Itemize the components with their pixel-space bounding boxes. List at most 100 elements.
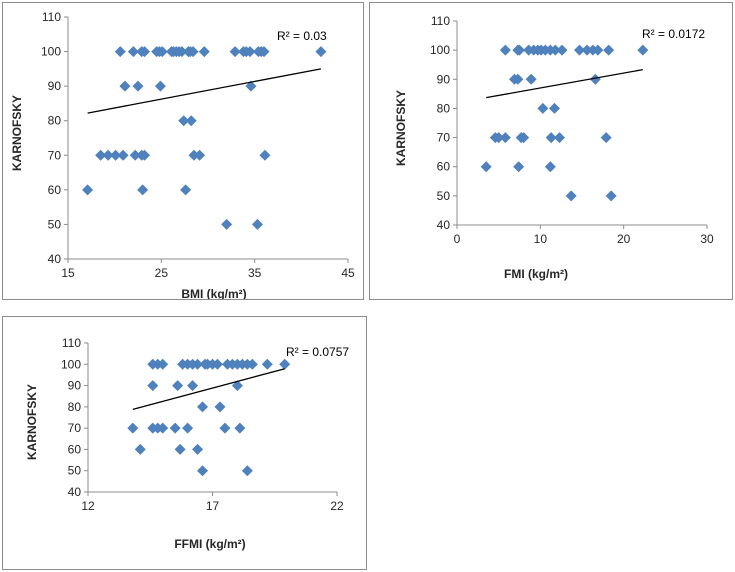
- y-tick-label: 60: [48, 183, 62, 197]
- y-tick-label: 100: [41, 45, 61, 59]
- data-point: [554, 132, 565, 144]
- data-point: [525, 73, 537, 85]
- data-point: [549, 102, 560, 114]
- data-point: [259, 149, 271, 161]
- y-tick-label: 110: [42, 10, 61, 24]
- data-point: [187, 46, 199, 58]
- x-tick-label: 20: [617, 232, 631, 246]
- data-point: [187, 380, 199, 392]
- data-point: [600, 132, 612, 144]
- y-axis-title: KARNOFSKY: [10, 95, 24, 171]
- x-tick-label: 15: [61, 266, 75, 280]
- data-point: [592, 44, 604, 56]
- r-squared-label: R² = 0.0172: [642, 27, 705, 41]
- data-point: [315, 46, 327, 58]
- chart-bmi-svg: KARNOFSKY BMI (kg/m²) R² = 0.03 40 50 60 70…: [10, 10, 355, 299]
- data-point: [156, 46, 168, 58]
- data-point: [198, 46, 210, 58]
- data-point: [603, 44, 615, 56]
- trendline: [87, 68, 322, 114]
- y-tick-label: 50: [437, 189, 451, 203]
- data-point: [185, 115, 197, 127]
- data-point: [117, 149, 129, 161]
- data-point: [544, 161, 556, 173]
- data-point: [129, 149, 141, 161]
- x-axis-title: FMI (kg/m²): [504, 267, 568, 281]
- data-point: [513, 161, 525, 173]
- data-point: [574, 44, 585, 56]
- data-point: [246, 358, 258, 370]
- x-tick-label: 30: [700, 232, 714, 246]
- data-point: [214, 401, 226, 413]
- data-point: [499, 44, 511, 56]
- data-point: [244, 46, 256, 58]
- y-tick-label: 40: [48, 252, 62, 266]
- data-point: [514, 44, 525, 56]
- y-tick-label: 80: [48, 114, 62, 128]
- x-tick-label: 17: [206, 499, 220, 513]
- y-tick-label: 80: [437, 101, 451, 115]
- x-tick-label: 25: [155, 266, 169, 280]
- data-point: [251, 218, 263, 230]
- y-tick-label: 80: [68, 400, 82, 414]
- y-tick-label: 90: [68, 379, 82, 393]
- data-point: [147, 380, 159, 392]
- data-point: [221, 218, 233, 230]
- data-point: [512, 73, 524, 85]
- data-point: [279, 358, 291, 370]
- data-point: [197, 465, 209, 477]
- data-point: [139, 46, 151, 58]
- x-tick-label: 12: [81, 499, 95, 513]
- y-tick-label: 110: [62, 336, 81, 350]
- data-point: [192, 358, 204, 370]
- data-point: [176, 46, 188, 58]
- chart-panel-ffmi: KARNOFSKY FFMI (kg/m²) R² = 0.0757 40 50 6…: [2, 316, 367, 570]
- data-point: [102, 149, 114, 161]
- data-point: [241, 465, 253, 477]
- data-point: [169, 422, 181, 434]
- y-tick-label: 70: [48, 148, 62, 162]
- y-tick-label: 110: [431, 14, 450, 28]
- y-tick-label: 100: [430, 43, 450, 57]
- chart-fmi-svg: KARNOFSKY FMI (kg/m²) R² = 0.0172 40 50 60…: [394, 14, 714, 281]
- data-point: [637, 44, 649, 56]
- data-point: [137, 184, 149, 196]
- y-tick-label: 60: [68, 442, 82, 456]
- y-tick-label: 70: [68, 421, 82, 435]
- data-point: [132, 80, 144, 92]
- data-point: [110, 149, 122, 161]
- data-point: [545, 132, 557, 144]
- data-point: [493, 132, 505, 144]
- data-point: [211, 358, 223, 370]
- data-point: [556, 44, 568, 56]
- data-point: [134, 443, 146, 455]
- y-tick-label: 40: [68, 485, 82, 499]
- x-axis-title: FFMI (kg/m²): [174, 537, 245, 551]
- data-point: [194, 149, 206, 161]
- data-point: [178, 115, 190, 127]
- data-point: [188, 149, 200, 161]
- r-squared-label: R² = 0.0757: [286, 345, 349, 359]
- trendline: [486, 69, 643, 99]
- y-tick-label: 100: [61, 357, 81, 371]
- data-point: [157, 422, 169, 434]
- data-point: [180, 184, 192, 196]
- data-point: [549, 44, 561, 56]
- data-point: [95, 149, 107, 161]
- y-tick-label: 40: [437, 218, 451, 232]
- data-point: [172, 380, 184, 392]
- data-point: [234, 422, 246, 434]
- data-point: [537, 102, 549, 114]
- data-point: [114, 46, 126, 58]
- y-tick-label: 50: [68, 464, 82, 478]
- y-tick-label: 60: [437, 160, 451, 174]
- chart-ffmi-svg: KARNOFSKY FFMI (kg/m²) R² = 0.0757 40 50 6…: [25, 336, 349, 551]
- y-tick-label: 90: [48, 79, 62, 93]
- data-point: [258, 46, 270, 58]
- data-point: [82, 184, 94, 196]
- trendline: [132, 368, 285, 411]
- chart-panel-bmi: KARNOFSKY BMI (kg/m²) R² = 0.03 40 50 60 70…: [2, 2, 364, 300]
- data-point: [174, 443, 186, 455]
- data-point: [229, 46, 241, 58]
- y-tick-label: 50: [48, 217, 62, 231]
